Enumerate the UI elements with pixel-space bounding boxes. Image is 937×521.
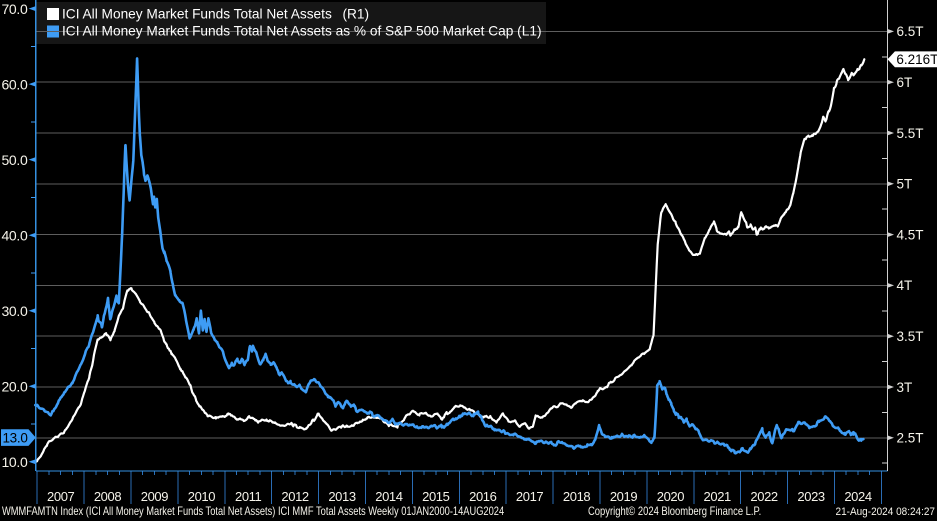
svg-text:2011: 2011 xyxy=(235,489,262,504)
svg-text:13.0: 13.0 xyxy=(2,431,27,446)
svg-text:2024: 2024 xyxy=(844,489,871,504)
svg-text:Copyright© 2024 Bloomberg Fina: Copyright© 2024 Bloomberg Finance L.P. xyxy=(588,505,761,518)
svg-text:50.0: 50.0 xyxy=(1,152,28,168)
svg-text:2007: 2007 xyxy=(47,489,74,504)
svg-text:2017: 2017 xyxy=(516,489,543,504)
svg-text:2019: 2019 xyxy=(610,489,637,504)
svg-text:2016: 2016 xyxy=(469,489,496,504)
svg-text:5T: 5T xyxy=(897,177,913,192)
svg-text:2009: 2009 xyxy=(141,489,168,504)
svg-text:3T: 3T xyxy=(897,380,913,395)
svg-text:21-Aug-2024 08:24:27: 21-Aug-2024 08:24:27 xyxy=(836,505,935,518)
svg-text:ICI All Money Market Funds Tot: ICI All Money Market Funds Total Net Ass… xyxy=(62,7,369,22)
svg-text:WMMFAMTN Index (ICI All Money: WMMFAMTN Index (ICI All Money Market Fun… xyxy=(2,506,504,518)
svg-text:2.5T: 2.5T xyxy=(897,431,924,446)
svg-text:2018: 2018 xyxy=(563,489,590,504)
svg-text:2022: 2022 xyxy=(750,489,777,504)
svg-text:2020: 2020 xyxy=(657,489,684,504)
svg-text:2015: 2015 xyxy=(422,489,449,504)
svg-text:2013: 2013 xyxy=(328,489,355,504)
svg-text:4.5T: 4.5T xyxy=(897,227,924,242)
svg-text:6.216T: 6.216T xyxy=(896,52,937,67)
svg-text:20.0: 20.0 xyxy=(1,379,28,395)
svg-text:2008: 2008 xyxy=(94,489,121,504)
svg-text:ICI All Money Market Funds Tot: ICI All Money Market Funds Total Net Ass… xyxy=(62,24,542,39)
svg-text:2023: 2023 xyxy=(797,489,824,504)
svg-text:6T: 6T xyxy=(897,75,913,90)
svg-text:40.0: 40.0 xyxy=(1,228,28,244)
svg-text:3.5T: 3.5T xyxy=(897,329,924,344)
svg-text:10.0: 10.0 xyxy=(1,454,28,470)
svg-text:2014: 2014 xyxy=(375,489,402,504)
svg-text:4T: 4T xyxy=(897,278,913,293)
svg-text:5.5T: 5.5T xyxy=(897,126,924,141)
svg-text:6.5T: 6.5T xyxy=(897,24,924,39)
svg-text:30.0: 30.0 xyxy=(1,303,28,319)
svg-text:2021: 2021 xyxy=(704,489,731,504)
svg-text:2012: 2012 xyxy=(281,489,308,504)
svg-text:70.0: 70.0 xyxy=(1,1,28,17)
svg-text:60.0: 60.0 xyxy=(1,77,28,93)
svg-text:2010: 2010 xyxy=(188,489,215,504)
